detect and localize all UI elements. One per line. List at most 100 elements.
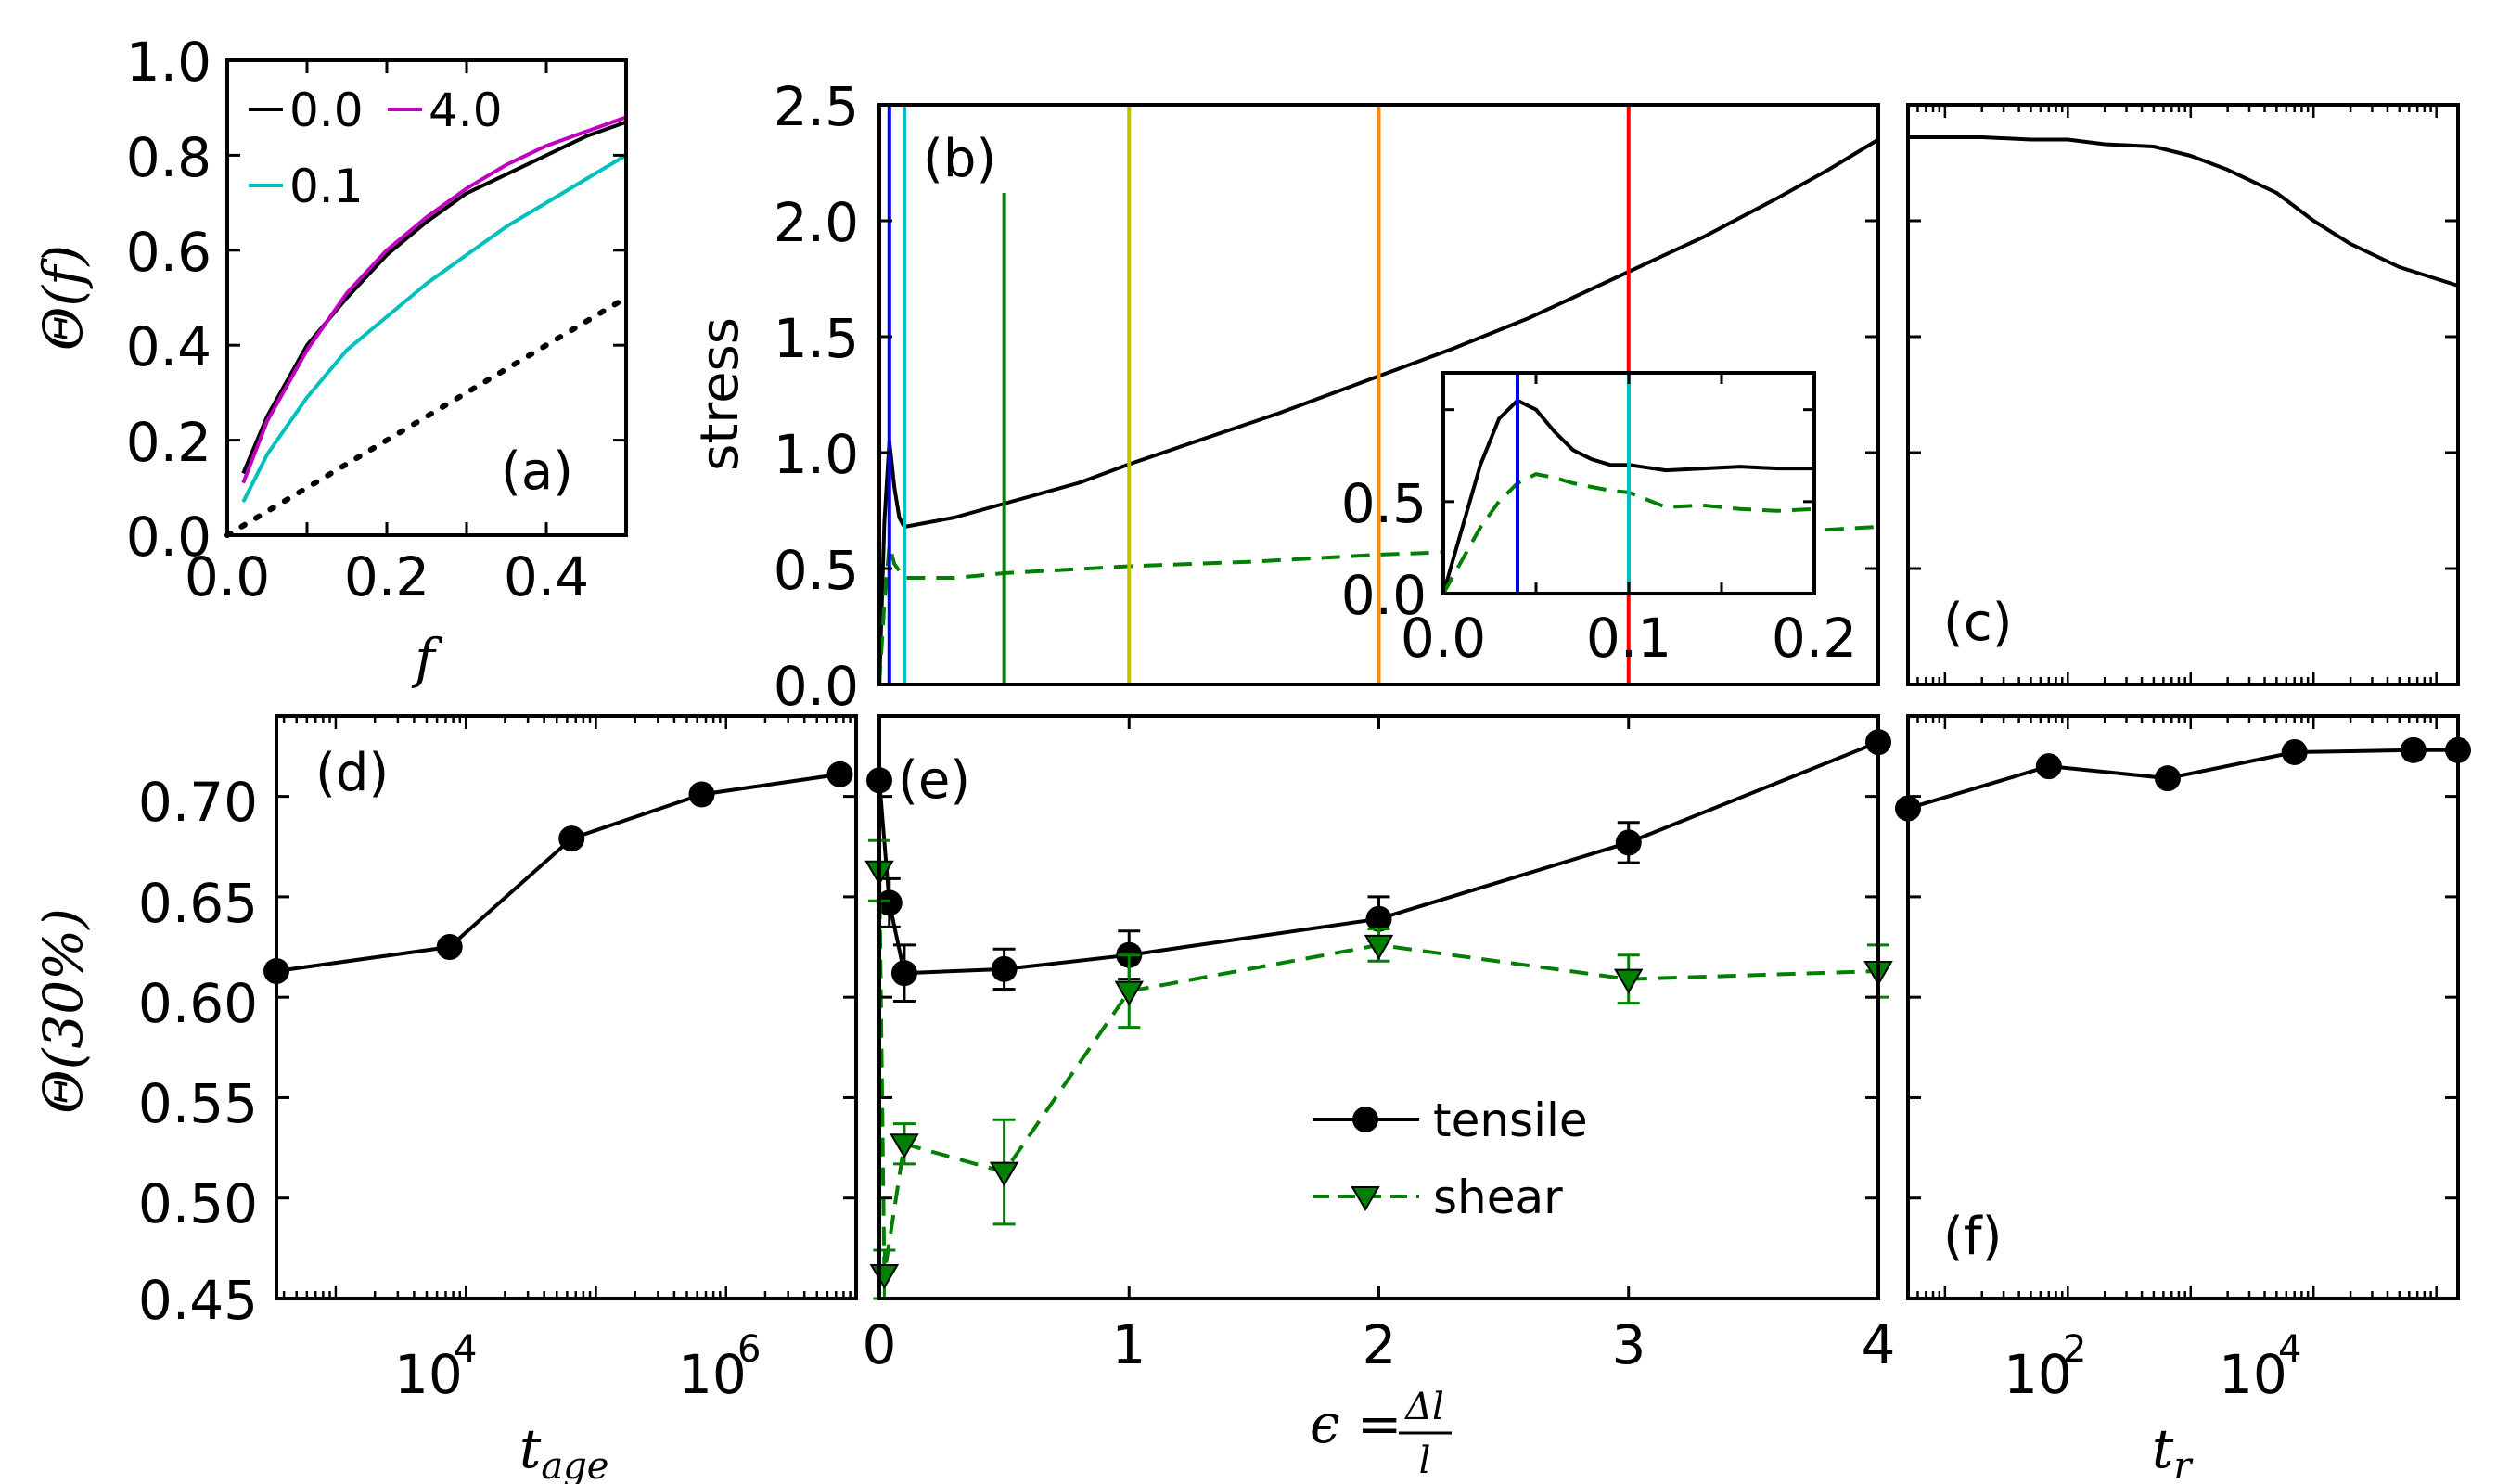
data-point-triangle (869, 1264, 900, 1289)
panel-a-legend: 0.0 4.0 0.1 (249, 83, 503, 213)
legend-entry: shear (1433, 1171, 1563, 1224)
panel-b-frame (877, 103, 1880, 686)
panel-a-letter: (a) (501, 441, 573, 502)
panel-a-ytick: 0.0 (126, 505, 211, 569)
panel-c-frame (1906, 103, 2460, 686)
panel-e-series (864, 729, 1893, 1300)
inset-ytick: 0.0 (1341, 564, 1427, 627)
inset-xtick: 0.2 (1772, 607, 1857, 670)
panel-d-ylabel: Θ(30%) (32, 908, 95, 1114)
data-point (1615, 829, 1642, 856)
panel-a-series (224, 115, 629, 538)
legend-entry: tensile (1433, 1094, 1588, 1147)
panel-d-xlabel: tage (519, 1417, 608, 1484)
panel-d-ytick: 0.45 (138, 1269, 258, 1332)
exponent: 6 (737, 1328, 761, 1371)
data-point (688, 781, 715, 808)
series-line-tensile (1907, 748, 2458, 811)
data-point (1365, 905, 1392, 932)
data-point-triangle (989, 1161, 1019, 1187)
panel-d-ytick: 0.60 (138, 972, 258, 1035)
svg-text:10: 10 (678, 1343, 747, 1406)
inset-ytick: 0.5 (1341, 472, 1427, 535)
panel-f-letter: (f) (1943, 1207, 2002, 1267)
data-point-triangle (1614, 968, 1644, 994)
series-line-4.0 (241, 115, 627, 484)
panel-e-xlabel: ϵ = Δl l (1310, 1386, 1452, 1482)
series-line-shear (877, 870, 1879, 1276)
data-point (826, 761, 853, 787)
svg-text:tage: tage (519, 1417, 608, 1484)
legend-entry: 4.0 (429, 83, 503, 137)
exponent: 2 (2063, 1328, 2086, 1371)
panel-d-frame (275, 714, 858, 1300)
legend-entry: 0.1 (289, 160, 364, 213)
svg-text:ϵ =: ϵ = (1310, 1392, 1402, 1455)
panel-d-ytick: 0.70 (138, 771, 258, 834)
panel-a-ytick: 0.2 (126, 411, 211, 474)
svg-text:10: 10 (2219, 1343, 2287, 1406)
panel-c-letter: (c) (1943, 593, 2012, 653)
panel-a-ytick: 0.8 (126, 126, 211, 189)
panel-b-ytick: 1.5 (774, 307, 859, 370)
panel-e-xtick: 1 (1112, 1313, 1146, 1376)
svg-text:l: l (1419, 1439, 1431, 1482)
panel-a: 1.0 0.8 0.6 0.4 0.2 0.0 0.0 0.2 0.4 f Θ(… (32, 31, 629, 690)
panel-e-frame (877, 714, 1880, 1300)
series-line-tensile (1908, 135, 2459, 288)
panel-e-xtick: 3 (1612, 1313, 1646, 1376)
legend-entry: 0.0 (289, 83, 364, 137)
data-point-triangle (1114, 980, 1144, 1006)
panel-b-ytick: 0.5 (774, 539, 859, 602)
panel-a-frame (225, 58, 628, 537)
series-line-0.0 (241, 120, 627, 475)
inset-xtick: 0.1 (1586, 607, 1671, 670)
panel-c: (c) (1906, 103, 2460, 686)
data-point (2154, 765, 2181, 792)
panel-e-legend: tensile shear (1313, 1094, 1588, 1224)
data-point (2035, 753, 2062, 780)
panel-a-ylabel: Θ(f) (32, 245, 95, 351)
panel-e-xtick: 4 (1862, 1313, 1896, 1376)
data-point (890, 960, 917, 987)
panel-d-ytick: 0.65 (138, 872, 258, 935)
svg-text:tr: tr (2152, 1417, 2194, 1484)
exponent: 4 (2278, 1328, 2301, 1371)
panel-a-xtick: 0.4 (504, 545, 589, 608)
data-point (2400, 736, 2427, 763)
data-point (991, 955, 1018, 982)
panel-d-xtick-10e6: 10 6 (678, 1328, 761, 1406)
panel-f: 10 2 10 4 tr (f) (1895, 714, 2471, 1484)
panel-c-series (1908, 135, 2459, 288)
panel-f-frame (1906, 714, 2460, 1300)
panel-a-ytick: 0.6 (126, 221, 211, 284)
inset-xtick: 0.0 (1401, 607, 1486, 670)
panel-e: 0 1 2 3 4 ϵ = Δl l (e) tensile shear (863, 714, 1896, 1482)
panel-b-ylabel: stress (690, 317, 750, 471)
panel-d-ytick: 0.50 (138, 1172, 258, 1235)
exponent: 4 (454, 1328, 477, 1371)
panel-f-xtick-10e4: 10 4 (2219, 1328, 2301, 1406)
data-point (436, 934, 463, 961)
panel-e-xtick: 0 (863, 1313, 897, 1376)
data-point (558, 825, 585, 852)
panel-d-letter: (d) (315, 743, 389, 803)
svg-text:Δl: Δl (1403, 1386, 1444, 1428)
panel-f-xtick-10e2: 10 2 (2004, 1328, 2086, 1406)
panel-a-xlabel: f (411, 627, 443, 690)
panel-b-letter: (b) (923, 129, 996, 189)
panel-b-ytick: 2.5 (774, 75, 859, 138)
inset-series (1441, 373, 1815, 595)
panel-a-xtick: 0.0 (185, 545, 270, 608)
series-line-reference (224, 295, 629, 538)
panel-b-ytick: 1.0 (774, 423, 859, 486)
series-line-0.1 (241, 153, 628, 504)
series-line-tensile (1441, 398, 1814, 595)
panel-e-xtick: 2 (1363, 1313, 1397, 1376)
panel-b: 2.5 2.0 1.5 1.0 0.5 0.0 stress (b) 0.5 0… (690, 75, 1880, 718)
data-point-triangle (1364, 934, 1394, 960)
data-point (2281, 738, 2308, 765)
series-line-shear (1441, 472, 1815, 595)
panel-f-series (1895, 736, 2471, 822)
